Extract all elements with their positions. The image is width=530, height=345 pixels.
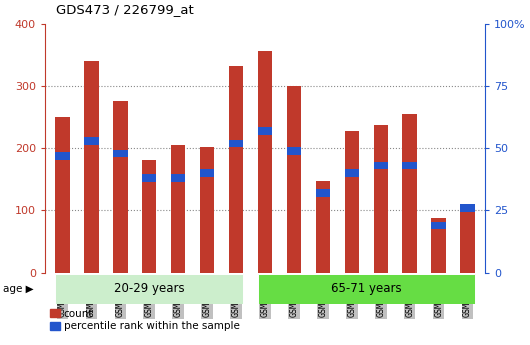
Bar xyxy=(402,162,417,169)
Bar xyxy=(200,169,214,177)
Text: 20-29 years: 20-29 years xyxy=(114,283,184,295)
Bar xyxy=(113,150,128,157)
Bar xyxy=(344,131,359,273)
Bar xyxy=(55,117,69,273)
Bar xyxy=(461,209,475,273)
Bar xyxy=(84,137,99,145)
Bar xyxy=(229,66,243,273)
Bar xyxy=(344,169,359,177)
Bar xyxy=(258,51,272,273)
Legend: count, percentile rank within the sample: count, percentile rank within the sample xyxy=(50,309,240,332)
Bar xyxy=(142,159,156,273)
Bar xyxy=(258,127,272,135)
Bar xyxy=(229,140,243,147)
Bar xyxy=(258,274,475,304)
Bar xyxy=(287,86,301,273)
Bar xyxy=(84,61,99,273)
Bar xyxy=(55,274,243,304)
Bar xyxy=(200,147,214,273)
Bar xyxy=(402,114,417,273)
Bar xyxy=(171,145,185,273)
Bar xyxy=(171,175,185,182)
Bar xyxy=(316,189,330,197)
Text: GDS473 / 226799_at: GDS473 / 226799_at xyxy=(56,3,193,17)
Bar xyxy=(374,162,388,169)
Bar xyxy=(142,175,156,182)
Bar xyxy=(113,100,128,273)
Bar xyxy=(374,125,388,273)
Text: 65-71 years: 65-71 years xyxy=(331,283,402,295)
Bar xyxy=(287,147,301,155)
Bar xyxy=(316,181,330,273)
Bar xyxy=(55,152,69,159)
Text: age ▶: age ▶ xyxy=(3,284,33,294)
Bar xyxy=(431,221,446,229)
Bar xyxy=(461,204,475,212)
Bar xyxy=(431,218,446,273)
